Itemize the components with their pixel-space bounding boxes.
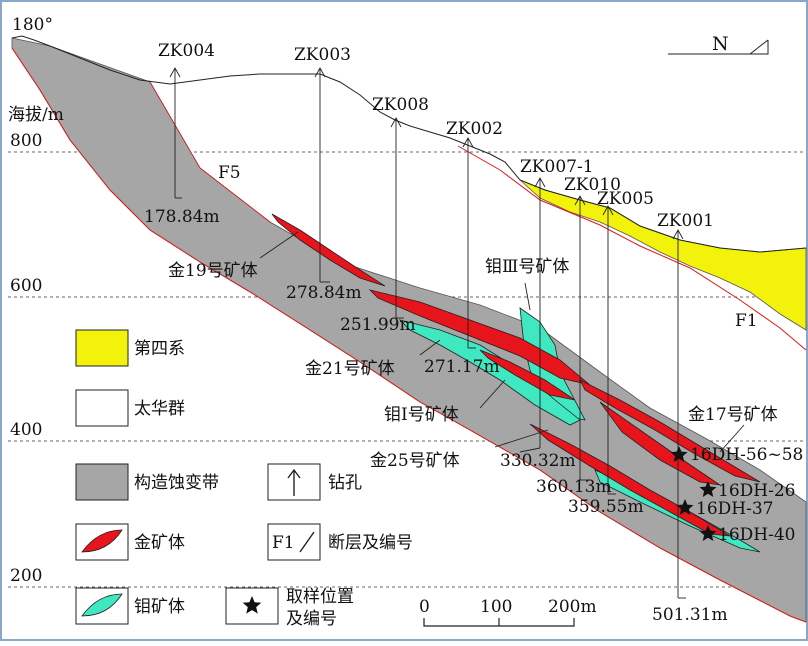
scale-label-0: 0	[419, 597, 430, 617]
orebody-label-gold25: 金25号矿体	[370, 451, 460, 471]
north-arrow: N	[668, 33, 769, 55]
scale-label-200: 200m	[548, 597, 597, 617]
depth-label-zk004: 178.84m	[144, 207, 220, 227]
mo-orebody-1	[398, 319, 581, 426]
legend: 第四系 太华群 构造蚀变带 钻孔 金矿体 F1 断层及编号 钼矿体 取样位置 及…	[75, 329, 413, 629]
orebody-label-mo1: 钼Ⅰ号矿体	[384, 405, 459, 425]
scale-label-100: 100	[480, 597, 512, 617]
fault-label-f1: F1	[735, 311, 758, 331]
sample-star-2	[699, 481, 717, 497]
gold-orebody-21b	[479, 349, 576, 401]
gold-orebody-21	[368, 289, 591, 386]
legend-label-sample-1: 取样位置	[286, 587, 354, 607]
depth-label-zk001: 501.31m	[652, 605, 728, 625]
drillhole-label-zk002: ZK002	[446, 119, 503, 139]
drillhole-zk004-arrow	[169, 67, 181, 78]
orebody-label-gold21: 金21号矿体	[305, 359, 395, 379]
legend-fault-line-icon	[299, 531, 315, 553]
sample-stars	[670, 446, 717, 541]
drillhole-zk005-arrow	[602, 205, 614, 216]
elevation-tick-400: 400	[10, 420, 42, 440]
gold-orebody-19	[271, 213, 386, 287]
sample-label-1: 16DH-56~58	[690, 445, 803, 465]
orebody-label-mo3: 钼Ⅲ号矿体	[485, 257, 569, 277]
gold-orebody-17b	[599, 401, 721, 486]
depth-leaders	[175, 197, 686, 599]
elevation-tick-600: 600	[10, 276, 42, 296]
drillhole-label-zk001: ZK001	[657, 211, 714, 231]
gold-orebody-17	[579, 379, 761, 483]
elevation-tick-200: 200	[10, 566, 42, 586]
drillhole-zk003-arrow	[314, 67, 326, 78]
depth-label-zk005: 359.55m	[568, 497, 644, 517]
scale-bar: 0 100 200m	[419, 597, 597, 627]
drillhole-label-zk007-1: ZK007-1	[520, 157, 594, 177]
drillhole-zk008-arrow	[390, 117, 402, 128]
depth-label-zk010: 360.13m	[536, 477, 612, 497]
sample-star-3	[676, 499, 694, 515]
legend-label-drillhole: 钻孔	[328, 473, 362, 493]
drillhole-label-zk003: ZK003	[294, 45, 351, 65]
drillhole-zk007-1-arrow	[534, 177, 546, 188]
elevation-tick-800: 800	[10, 131, 42, 151]
orebody-label-gold19: 金19号矿体	[168, 261, 258, 281]
elevation-unit-label: 海拔/m	[8, 105, 64, 125]
drillholes	[169, 67, 684, 598]
ground-surface	[11, 35, 807, 253]
north-label: N	[712, 33, 729, 55]
drillhole-zk002-arrow	[462, 137, 474, 148]
legend-label-sample-2: 及编号	[286, 609, 337, 629]
legend-label-quaternary: 第四系	[134, 339, 185, 359]
sample-label-4: 16DH-40	[718, 525, 795, 545]
drillhole-zk001-arrow	[672, 229, 684, 240]
legend-mo-lens-icon	[81, 593, 123, 617]
fault-f5-line	[11, 47, 807, 623]
fault-f1-line	[457, 145, 807, 351]
drillhole-label-zk008: ZK008	[372, 95, 429, 115]
fault-label-f5: F5	[218, 163, 241, 183]
orebody-label-gold17: 金17号矿体	[688, 405, 778, 425]
legend-swatch-alteration	[75, 463, 129, 501]
depth-label-zk002: 271.17m	[424, 357, 500, 377]
legend-label-alteration: 构造蚀变带	[134, 473, 219, 493]
depth-label-zk007-1: 330.32m	[500, 451, 576, 471]
sample-label-2: 16DH-26	[718, 481, 795, 501]
sample-label-3: 16DH-37	[696, 499, 773, 519]
depth-label-zk003: 278.84m	[286, 283, 362, 303]
legend-swatch-taihua	[75, 389, 129, 427]
legend-fault-code: F1	[272, 533, 295, 553]
sample-star-4	[699, 525, 717, 541]
north-arrow-head	[748, 40, 769, 55]
legend-label-taihua: 太华群	[134, 399, 185, 419]
drillhole-zk010-arrow	[574, 195, 586, 206]
label-leaders	[259, 231, 745, 453]
legend-drillhole-arrowhead-icon	[287, 468, 301, 479]
legend-sample-star-icon	[242, 596, 262, 614]
legend-label-gold: 金矿体	[134, 533, 185, 553]
depth-label-zk008: 251.99m	[340, 315, 416, 335]
drillhole-label-zk010: ZK010	[564, 175, 621, 195]
legend-gold-lens-icon	[81, 529, 123, 553]
legend-label-mo: 钼矿体	[134, 597, 185, 617]
legend-swatch-quaternary	[75, 329, 129, 367]
sample-star-1	[670, 446, 688, 462]
fault-f5-upper-line	[149, 81, 271, 223]
legend-label-fault: 断层及编号	[328, 533, 413, 553]
orientation-label: 180°	[12, 15, 53, 35]
drillhole-label-zk004: ZK004	[158, 41, 215, 61]
legend-swatch-fault	[267, 523, 321, 561]
drillhole-label-zk005: ZK005	[597, 189, 654, 209]
